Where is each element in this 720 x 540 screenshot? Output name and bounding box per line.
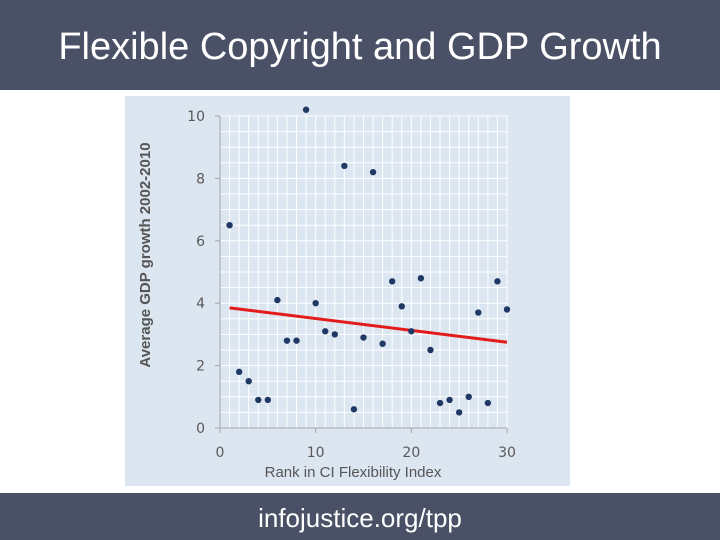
slide-title: Flexible Copyright and GDP Growth [58, 26, 662, 68]
footer-url: infojustice.org/tpp [258, 503, 462, 533]
data-point [322, 328, 329, 335]
data-point [427, 346, 434, 354]
y-tick-label: 10 [187, 109, 205, 125]
y-tick-label: 8 [196, 171, 205, 187]
y-tick-label: 2 [196, 359, 205, 375]
y-tick-label: 0 [196, 421, 205, 437]
y-tick-label: 6 [196, 234, 205, 250]
x-tick-label: 20 [402, 445, 420, 461]
data-point [408, 328, 415, 335]
y-axis-label: Average GDP growth 2002-2010 [137, 142, 154, 367]
data-point [475, 309, 482, 316]
y-tick-label: 4 [196, 296, 205, 312]
data-point [350, 406, 358, 413]
grid [220, 115, 508, 428]
data-points [226, 106, 511, 416]
x-tick-label: 0 [216, 445, 225, 461]
x-axis-label: Rank in CI Flexibility Index [265, 464, 442, 481]
data-point [465, 393, 472, 400]
title-banner [0, 0, 720, 90]
data-point [312, 300, 319, 307]
data-point [264, 396, 272, 404]
axes [219, 116, 507, 429]
plot-background [125, 96, 570, 486]
data-point [360, 334, 367, 341]
data-point [484, 399, 492, 407]
data-point [226, 222, 233, 229]
data-point [446, 396, 453, 404]
data-point [417, 275, 425, 282]
data-point [255, 396, 262, 404]
tick-labels: 0 10 20 30 0 2 4 6 8 10 [187, 109, 516, 461]
data-point [398, 303, 405, 310]
x-tick-label: 10 [307, 445, 325, 461]
data-point [389, 278, 396, 285]
data-point [302, 106, 310, 113]
data-point [245, 378, 252, 385]
data-point [274, 296, 281, 304]
trendline [229, 306, 508, 344]
data-point [369, 168, 377, 176]
data-point [341, 162, 348, 170]
x-tick-label: 30 [498, 445, 516, 461]
data-point [494, 278, 501, 285]
data-point [379, 340, 386, 347]
data-point [331, 331, 338, 338]
data-point [235, 368, 243, 376]
footer-banner [0, 493, 720, 540]
data-point [455, 409, 463, 416]
data-point [503, 306, 511, 313]
data-point [283, 337, 291, 344]
data-point [436, 399, 444, 407]
data-point [293, 337, 300, 344]
